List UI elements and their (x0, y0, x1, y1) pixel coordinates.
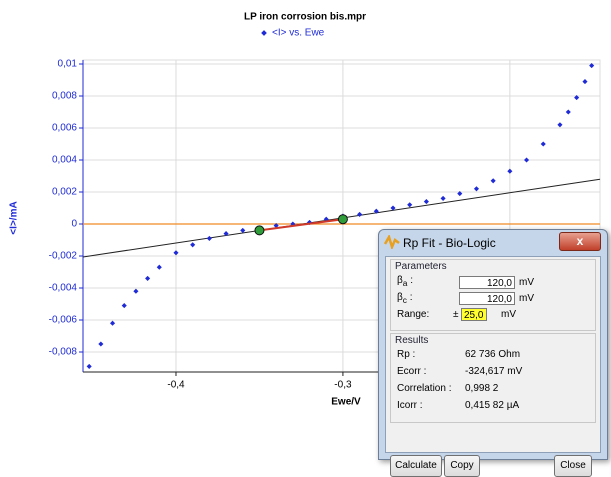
beta-c-input[interactable]: 120,0 (459, 292, 515, 305)
beta-a-input[interactable]: 120,0 (459, 276, 515, 289)
data-point (507, 168, 513, 174)
y-tick-label: 0,002 (52, 187, 77, 198)
legend-marker (261, 30, 267, 36)
range-input[interactable]: 25,0 (461, 308, 487, 321)
button[interactable]: Copy (444, 455, 480, 477)
data-point (407, 202, 413, 208)
data-point (121, 303, 127, 309)
y-tick-label: 0,008 (52, 91, 77, 102)
beta-a-label: βa : (397, 275, 413, 288)
group-heading: Results (395, 335, 429, 346)
result-value: 0,998 2 (465, 383, 499, 394)
result-label: Icorr : (397, 400, 423, 411)
chart-title: LP iron corrosion bis.mpr (244, 12, 366, 23)
data-point (110, 320, 116, 326)
data-point (423, 199, 429, 205)
result-value: 0,415 82 µA (465, 400, 520, 411)
parameters-group: Parameters βa : 120,0 mV βc : 120,0 mV R… (390, 259, 596, 331)
data-point (390, 205, 396, 211)
unit: mV (519, 293, 534, 304)
unit: mV (501, 309, 516, 320)
y-tick-label: -0,008 (49, 347, 78, 358)
data-point (524, 157, 530, 163)
data-point (490, 178, 496, 184)
data-point (223, 231, 229, 237)
data-point (206, 235, 212, 241)
range-label: Range: (397, 309, 430, 320)
button[interactable]: Close (554, 455, 592, 477)
result-label: Correlation : (397, 383, 452, 394)
y-axis-label: <I>/mA (9, 201, 20, 234)
y-tick-label: -0,006 (49, 315, 78, 326)
data-point (145, 275, 151, 281)
y-tick-label: 0,01 (58, 59, 78, 70)
button[interactable]: Calculate (390, 455, 442, 477)
x-axis-label: Ewe/V (331, 397, 361, 408)
results-group: Results Rp : 62 736 Ohm Ecorr : -324,617 mV… (390, 333, 596, 423)
y-tick-label: -0,004 (49, 283, 78, 294)
result-value: -324,617 mV (465, 366, 523, 377)
symbol: β (397, 275, 403, 286)
y-tick-label: 0 (71, 219, 77, 230)
y-tick-label: -0,002 (49, 251, 78, 262)
data-point (540, 141, 546, 147)
icon (384, 235, 400, 249)
data-point (440, 195, 446, 201)
legend-label: <I> vs. Ewe (272, 28, 325, 39)
colon: : (410, 275, 413, 286)
data-point (240, 227, 246, 233)
x-tick-label: -0,3 (334, 380, 352, 391)
fit-range (259, 218, 344, 232)
close-x[interactable]: x (559, 232, 601, 251)
subscript: c (402, 295, 407, 305)
data-point (173, 250, 179, 256)
fit-point (254, 225, 265, 236)
unit: mV (519, 277, 534, 288)
colon: : (409, 292, 413, 303)
result-label: Ecorr : (397, 366, 427, 377)
data-point (190, 242, 196, 248)
data-point (156, 264, 162, 270)
range-prefix: ± (453, 309, 459, 320)
fit-point (337, 214, 348, 225)
data-point (582, 79, 588, 85)
data-point (357, 211, 363, 217)
group-heading: Parameters (395, 261, 447, 272)
data-point (133, 288, 139, 294)
dialog-title: Rp Fit - Bio-Logic (403, 236, 496, 250)
title-bar: Rp Fit - Bio-Logic x (379, 230, 607, 254)
result-label: Rp : (397, 349, 416, 360)
data-point (373, 208, 379, 214)
y-tick-label: 0,006 (52, 123, 77, 134)
symbol: β (397, 292, 403, 303)
data-point (86, 363, 92, 369)
dialog-body: Parameters βa : 120,0 mV βc : 120,0 mV R… (385, 256, 601, 477)
rp-fit-dialog: Rp Fit - Bio-Logic x Parameters βa : 120… (378, 229, 608, 477)
data-point (565, 109, 571, 115)
y-tick-label: 0,004 (52, 155, 77, 166)
data-point (473, 186, 480, 192)
page: LP iron corrosion bis.mpr Ewe/V <I>/mA 0… (8, 11, 608, 477)
result-value: 62 736 Ohm (465, 349, 521, 360)
data-point (273, 223, 279, 229)
data-point (98, 341, 104, 347)
data-point (557, 122, 563, 128)
beta-c-label: βc : (397, 292, 413, 305)
subscript: a (402, 278, 408, 288)
x-tick-label: -0,4 (167, 380, 185, 391)
